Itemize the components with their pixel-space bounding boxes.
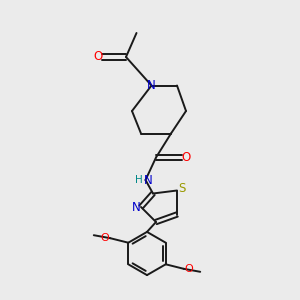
Text: O: O [101, 232, 110, 243]
Text: O: O [94, 50, 103, 64]
Text: H: H [135, 175, 143, 185]
Text: O: O [182, 151, 190, 164]
Text: N: N [132, 201, 141, 214]
Text: N: N [144, 173, 153, 187]
Text: O: O [184, 264, 193, 274]
Text: N: N [147, 79, 156, 92]
Text: S: S [178, 182, 186, 196]
